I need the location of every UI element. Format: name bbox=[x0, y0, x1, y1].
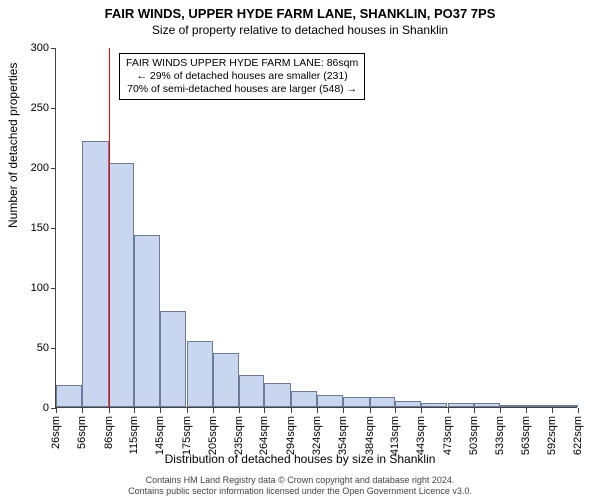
x-tick-mark bbox=[160, 408, 161, 413]
histogram-bar bbox=[448, 403, 474, 407]
x-tick-mark bbox=[264, 408, 265, 413]
x-tick-mark bbox=[317, 408, 318, 413]
x-tick-label: 175sqm bbox=[181, 416, 193, 455]
y-tick-mark bbox=[51, 168, 56, 169]
x-tick-mark bbox=[448, 408, 449, 413]
histogram-bar bbox=[160, 311, 186, 407]
histogram-bar bbox=[134, 235, 160, 407]
x-tick-mark bbox=[82, 408, 83, 413]
histogram-bar bbox=[370, 397, 395, 407]
plot-area: 26sqm56sqm86sqm115sqm145sqm175sqm205sqm2… bbox=[55, 48, 577, 408]
chart-title: FAIR WINDS, UPPER HYDE FARM LANE, SHANKL… bbox=[0, 0, 600, 21]
x-tick-label: 26sqm bbox=[50, 416, 62, 449]
annotation-line2: ← 29% of detached houses are smaller (23… bbox=[126, 70, 358, 83]
x-tick-mark bbox=[213, 408, 214, 413]
x-tick-mark bbox=[109, 408, 110, 413]
histogram-bar bbox=[343, 397, 369, 407]
histogram-bar bbox=[82, 141, 108, 407]
x-tick-mark bbox=[291, 408, 292, 413]
attribution: Contains HM Land Registry data © Crown c… bbox=[0, 475, 600, 497]
annotation-box: FAIR WINDS UPPER HYDE FARM LANE: 86sqm ←… bbox=[119, 53, 365, 100]
histogram-bar bbox=[264, 383, 290, 407]
histogram-bar bbox=[213, 353, 239, 407]
y-tick-label: 300 bbox=[9, 42, 49, 54]
y-tick-label: 0 bbox=[9, 402, 49, 414]
x-tick-label: 205sqm bbox=[207, 416, 219, 455]
x-tick-label: 86sqm bbox=[103, 416, 115, 449]
x-tick-label: 235sqm bbox=[233, 416, 245, 455]
histogram-bar bbox=[526, 405, 551, 407]
x-tick-label: 473sqm bbox=[442, 416, 454, 455]
annotation-line3: 70% of semi-detached houses are larger (… bbox=[126, 83, 358, 96]
histogram-bar bbox=[395, 401, 421, 407]
histogram-bar bbox=[500, 405, 526, 407]
x-tick-label: 413sqm bbox=[389, 416, 401, 455]
x-tick-mark bbox=[370, 408, 371, 413]
y-tick-label: 150 bbox=[9, 222, 49, 234]
x-tick-label: 115sqm bbox=[128, 416, 140, 454]
x-tick-label: 384sqm bbox=[364, 416, 376, 455]
x-tick-mark bbox=[343, 408, 344, 413]
histogram-bar bbox=[552, 405, 578, 407]
x-tick-label: 443sqm bbox=[415, 416, 427, 455]
x-tick-label: 533sqm bbox=[494, 416, 506, 455]
histogram-bar bbox=[187, 341, 213, 407]
histogram-bar bbox=[474, 403, 500, 407]
histogram-bar bbox=[421, 403, 447, 407]
x-tick-label: 324sqm bbox=[311, 416, 323, 455]
attribution-line2: Contains public sector information licen… bbox=[0, 486, 600, 497]
y-tick-label: 200 bbox=[9, 162, 49, 174]
x-tick-mark bbox=[421, 408, 422, 413]
x-tick-mark bbox=[134, 408, 135, 413]
x-tick-mark bbox=[578, 408, 579, 413]
histogram-bar bbox=[56, 385, 82, 407]
y-tick-label: 50 bbox=[9, 342, 49, 354]
x-tick-mark bbox=[395, 408, 396, 413]
x-tick-mark bbox=[552, 408, 553, 413]
histogram-bar bbox=[239, 375, 264, 407]
attribution-line1: Contains HM Land Registry data © Crown c… bbox=[0, 475, 600, 486]
x-tick-label: 264sqm bbox=[258, 416, 270, 455]
y-tick-mark bbox=[51, 348, 56, 349]
y-tick-label: 100 bbox=[9, 282, 49, 294]
histogram-bar bbox=[317, 395, 343, 407]
y-tick-label: 250 bbox=[9, 102, 49, 114]
x-tick-label: 145sqm bbox=[154, 416, 166, 455]
x-tick-label: 503sqm bbox=[468, 416, 480, 455]
x-tick-label: 563sqm bbox=[520, 416, 532, 455]
chart-container: FAIR WINDS, UPPER HYDE FARM LANE, SHANKL… bbox=[0, 0, 600, 500]
chart-subtitle: Size of property relative to detached ho… bbox=[0, 21, 600, 37]
y-tick-mark bbox=[51, 108, 56, 109]
x-tick-mark bbox=[500, 408, 501, 413]
x-tick-label: 622sqm bbox=[572, 416, 584, 455]
histogram-bar bbox=[109, 163, 134, 407]
x-tick-mark bbox=[526, 408, 527, 413]
annotation-line1: FAIR WINDS UPPER HYDE FARM LANE: 86sqm bbox=[126, 57, 358, 70]
histogram-bar bbox=[291, 391, 317, 407]
y-tick-mark bbox=[51, 228, 56, 229]
marker-line bbox=[109, 48, 110, 407]
x-tick-mark bbox=[239, 408, 240, 413]
x-tick-mark bbox=[56, 408, 57, 413]
x-tick-label: 354sqm bbox=[337, 416, 349, 455]
x-tick-mark bbox=[474, 408, 475, 413]
x-tick-label: 592sqm bbox=[546, 416, 558, 455]
x-tick-mark bbox=[187, 408, 188, 413]
y-tick-mark bbox=[51, 48, 56, 49]
x-axis-label: Distribution of detached houses by size … bbox=[0, 452, 600, 466]
x-tick-label: 56sqm bbox=[76, 416, 88, 449]
y-axis-label: Number of detached properties bbox=[6, 63, 20, 228]
y-tick-mark bbox=[51, 288, 56, 289]
x-tick-label: 294sqm bbox=[285, 416, 297, 455]
